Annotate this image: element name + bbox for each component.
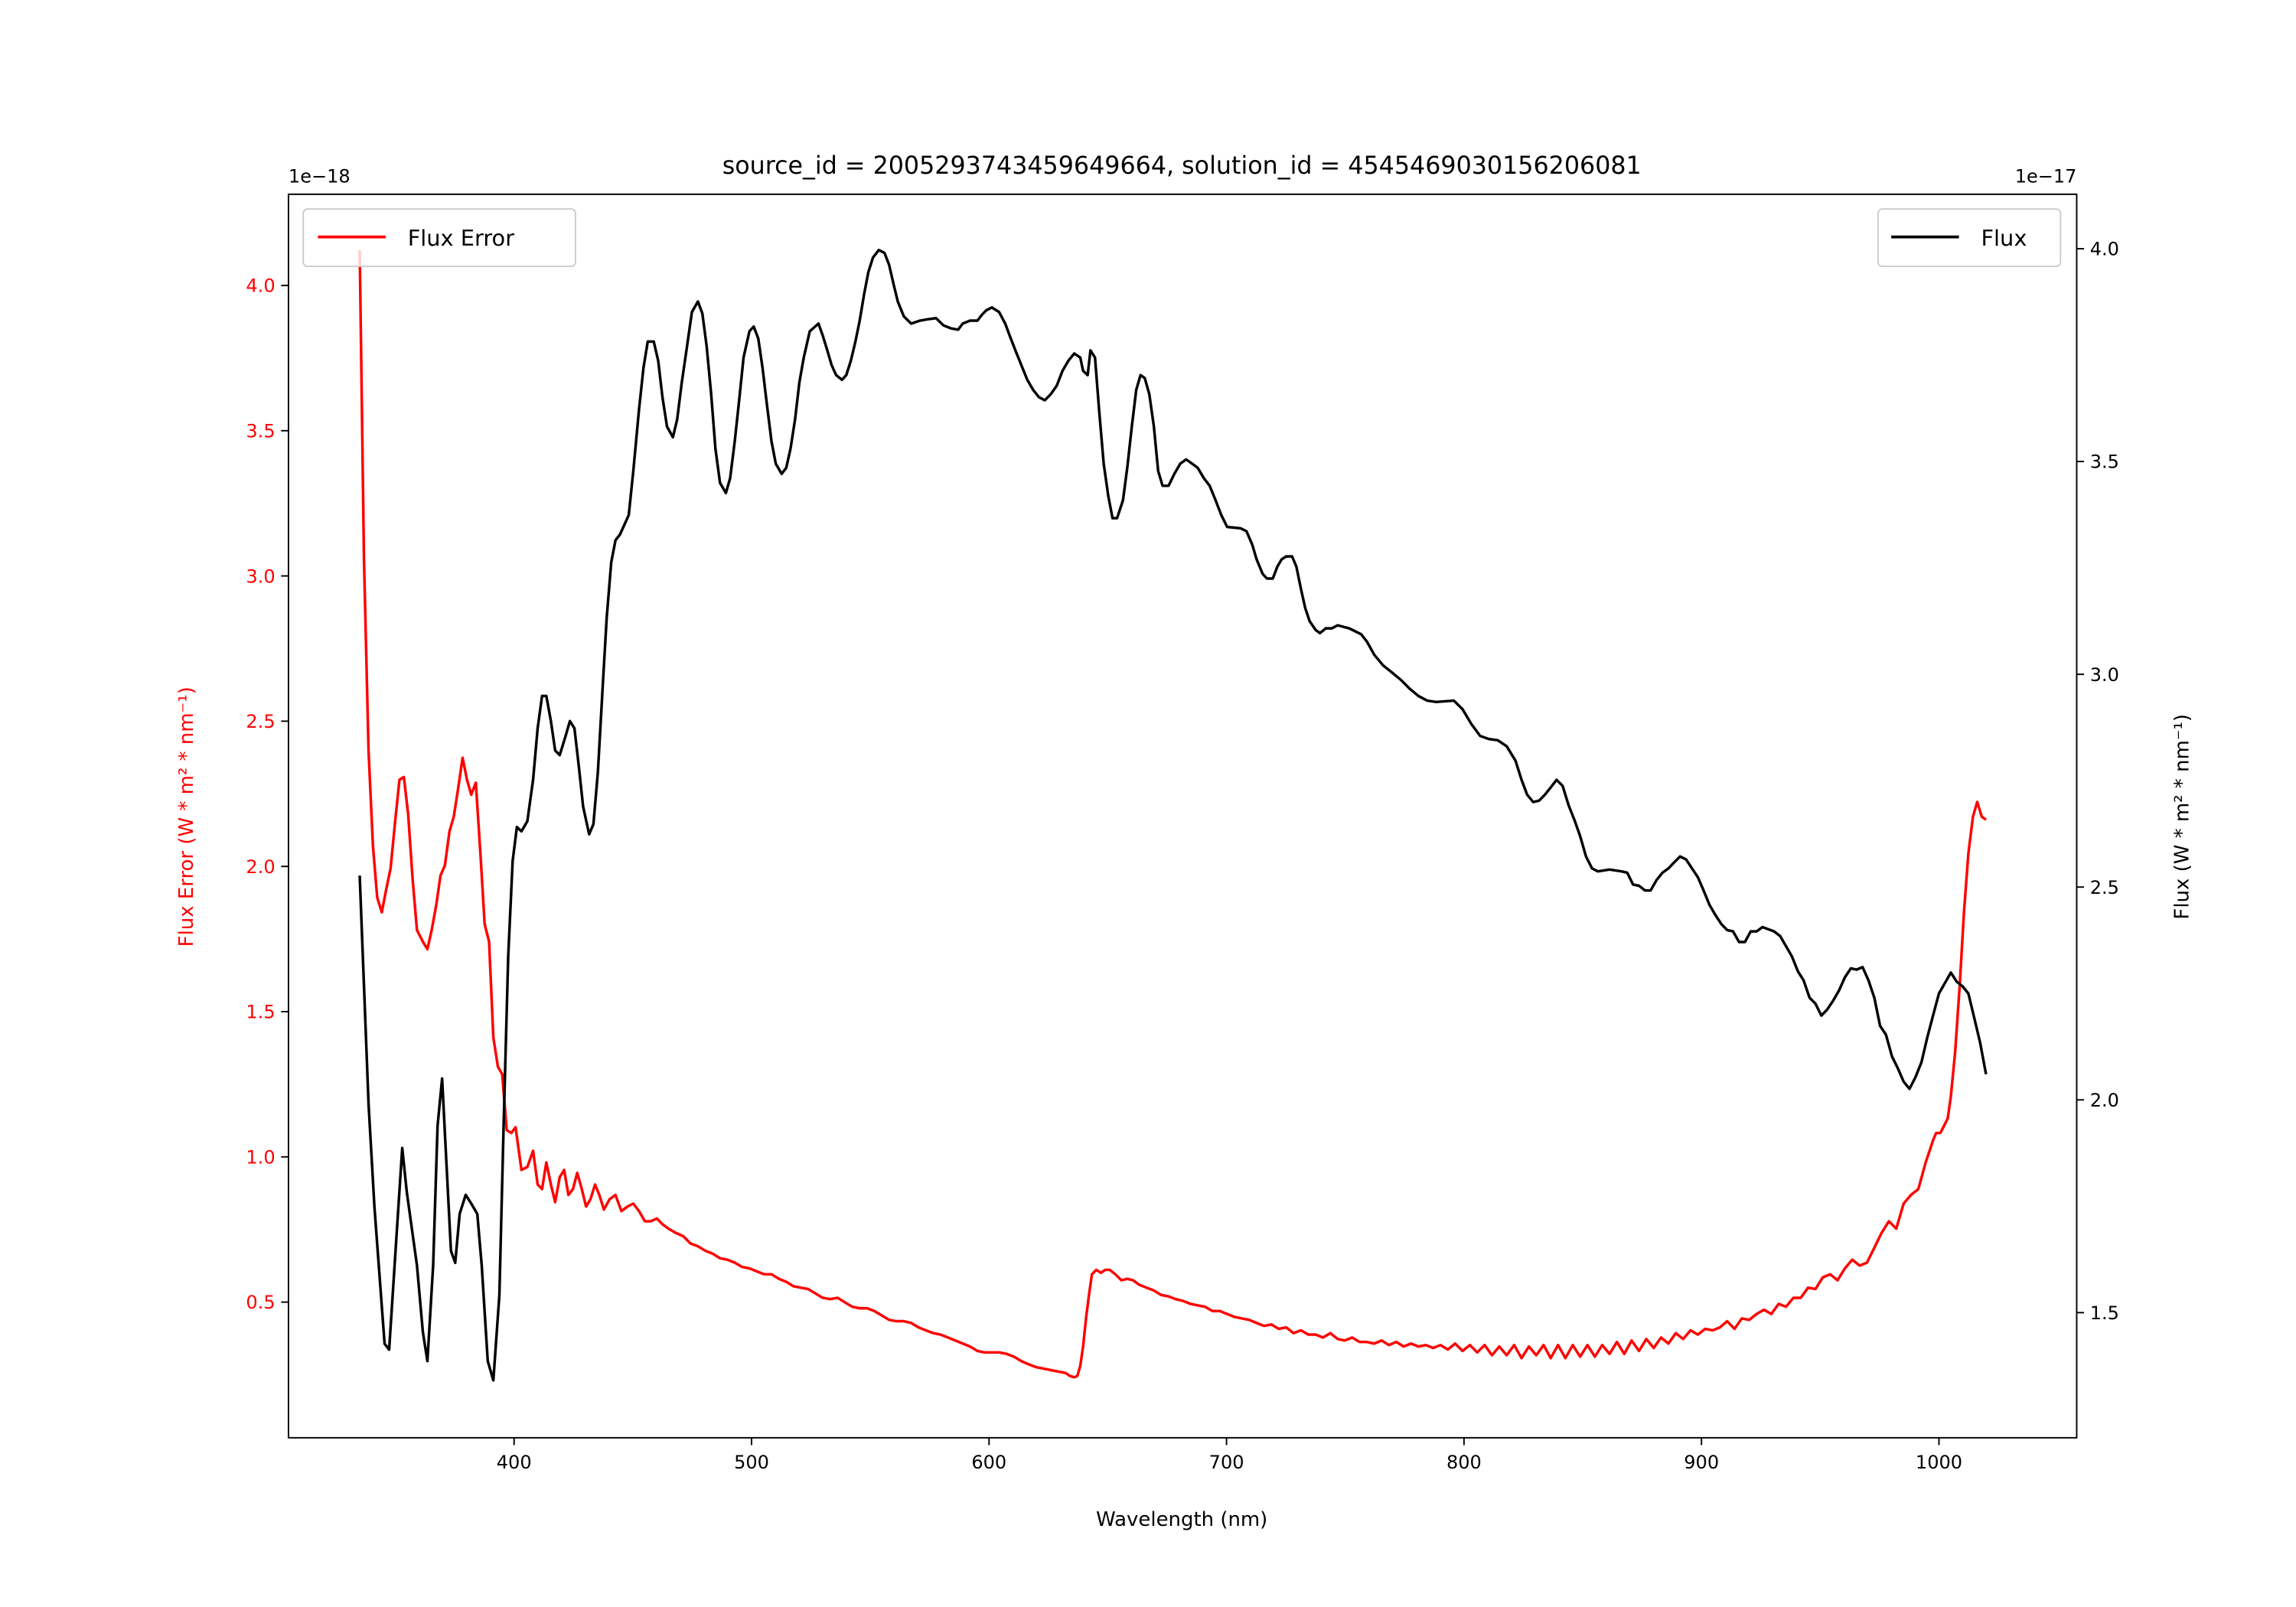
left-y-tick-label: 2.0 xyxy=(246,856,275,878)
left-y-tick-label: 0.5 xyxy=(246,1292,275,1313)
legend-box xyxy=(1877,208,2062,268)
right-offset-label: 1e−17 xyxy=(2015,165,2077,187)
x-tick-label: 700 xyxy=(1209,1452,1244,1473)
left-y-tick-label: 4.0 xyxy=(246,275,275,297)
x-tick-label: 500 xyxy=(734,1452,769,1473)
plot-area xyxy=(287,193,2078,1439)
x-tick-label: 400 xyxy=(497,1452,532,1473)
axes-frame xyxy=(287,193,2078,1439)
legend-label-flux: Flux xyxy=(1981,225,2027,251)
right-y-axis: 1.5 2.0 2.5 3.0 3.5 4.0 xyxy=(2076,239,2119,1324)
chart-title: source_id = 2005293743459649664, solutio… xyxy=(722,152,1642,180)
left-y-tick-label: 1.0 xyxy=(246,1146,275,1168)
x-axis: 400 500 600 700 800 900 1000 xyxy=(497,1437,1962,1473)
right-y-axis-label: Flux (W * m² * nm⁻¹) xyxy=(2171,714,2194,920)
legend-box xyxy=(302,208,576,268)
left-y-tick-label: 1.5 xyxy=(246,1002,275,1023)
x-tick-label: 600 xyxy=(971,1452,1006,1473)
left-offset-label: 1e−18 xyxy=(289,165,351,187)
right-y-tick-label: 2.0 xyxy=(2090,1090,2119,1111)
left-y-tick-label: 3.0 xyxy=(246,566,275,587)
x-tick-label: 800 xyxy=(1446,1452,1482,1473)
legend-flux: Flux xyxy=(1877,208,2062,268)
legend-flux-error: Flux Error xyxy=(302,208,576,268)
right-y-tick-label: 3.0 xyxy=(2090,664,2119,686)
left-y-tick-label: 2.5 xyxy=(246,711,275,732)
right-y-tick-label: 1.5 xyxy=(2090,1302,2119,1324)
right-y-tick-label: 2.5 xyxy=(2090,877,2119,898)
left-y-axis: 0.5 1.0 1.5 2.0 2.5 3.0 3.5 4.0 xyxy=(246,275,289,1313)
left-y-axis-label: Flux Error (W * m² * nm⁻¹) xyxy=(175,686,198,947)
left-y-tick-label: 3.5 xyxy=(246,420,275,442)
flux-error-line xyxy=(358,249,1987,1379)
x-tick-label: 1000 xyxy=(1916,1452,1962,1473)
legend-label-flux-error: Flux Error xyxy=(408,225,515,251)
x-tick-label: 900 xyxy=(1684,1452,1719,1473)
flux-line xyxy=(358,248,1988,1382)
right-y-tick-label: 3.5 xyxy=(2090,451,2119,473)
x-axis-label: Wavelength (nm) xyxy=(1096,1508,1267,1531)
right-y-tick-label: 4.0 xyxy=(2090,239,2119,260)
